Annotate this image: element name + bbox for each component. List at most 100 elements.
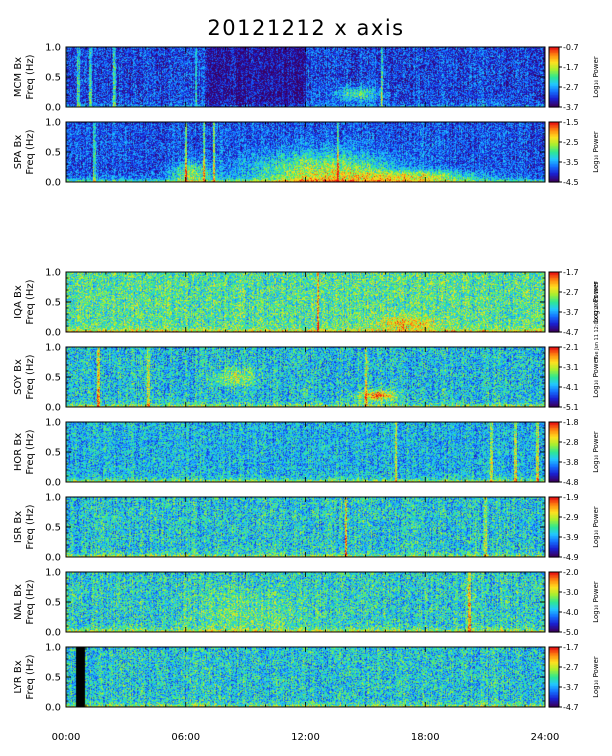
x-tick-label: 00:00	[52, 732, 81, 743]
colorbar-cell	[549, 470, 559, 473]
colorbar-cell	[549, 93, 559, 96]
colorbar-cell	[549, 327, 559, 330]
colorbar: -1.7 -2.7 -3.7 -4.7 Log₁₀ Power	[548, 643, 600, 712]
colorbar-frame	[548, 46, 560, 108]
colorbar-tick-label: -2.7	[563, 288, 579, 297]
colorbar-cell	[549, 506, 559, 509]
colorbar-cell	[549, 81, 559, 84]
colorbar-tick-label: -3.7	[563, 308, 579, 317]
colorbar-cell	[549, 593, 559, 596]
colorbar-cell	[549, 507, 559, 510]
y-tick-label: 1.0	[45, 118, 61, 129]
station-label: LYR Bx	[13, 660, 24, 693]
colorbar-cell	[549, 366, 559, 369]
colorbar-tick-label: -1.8	[563, 418, 579, 427]
colorbar-cell	[549, 513, 559, 516]
colorbar-cell	[549, 524, 559, 527]
colorbar-cell	[549, 294, 559, 297]
colorbar-cell	[549, 540, 559, 543]
colorbar-tick-label: -3.8	[563, 458, 579, 467]
colorbar-cell	[549, 431, 559, 434]
colorbar-cell	[549, 146, 559, 149]
colorbar-cell	[549, 308, 559, 311]
colorbar-frame	[548, 121, 560, 183]
colorbar-tick-label: -4.5	[563, 178, 579, 187]
colorbar-cell	[549, 150, 559, 153]
station-label: SPA Bx	[13, 135, 24, 170]
colorbar-label: Log₁₀ Power	[592, 56, 600, 98]
colorbar-cell	[549, 467, 559, 470]
colorbar-cell	[549, 686, 559, 689]
colorbar-cell	[549, 171, 559, 174]
colorbar-cell	[549, 437, 559, 440]
colorbar-cell	[549, 350, 559, 353]
colorbar-cell	[549, 681, 559, 684]
colorbar-cell	[549, 170, 559, 173]
colorbar-cell	[549, 438, 559, 441]
colorbar-cell	[549, 434, 559, 437]
colorbar-label: Log₁₀ Power	[592, 281, 600, 323]
colorbar-cell	[549, 48, 559, 51]
colorbar-cell	[549, 50, 559, 53]
colorbar-cell	[549, 600, 559, 603]
colorbar-cell	[549, 674, 559, 677]
colorbar-frame	[548, 646, 560, 708]
colorbar-cell	[549, 68, 559, 71]
colorbar-cell	[549, 126, 559, 129]
colorbar-cell	[549, 678, 559, 681]
colorbar-cell	[549, 660, 559, 663]
y-tick-label: 0.5	[45, 673, 61, 684]
colorbar-cell	[549, 608, 559, 611]
colorbar-cell	[549, 272, 559, 275]
spectrogram-image	[66, 572, 545, 632]
colorbar-cell	[549, 518, 559, 521]
colorbar-cell	[549, 468, 559, 471]
colorbar-cell	[549, 53, 559, 56]
colorbar-cell	[549, 317, 559, 320]
colorbar-tick-label: -2.7	[563, 83, 579, 92]
colorbar-cell	[549, 612, 559, 615]
spectrogram-image	[66, 647, 545, 707]
colorbar-cell	[549, 74, 559, 77]
colorbar-cell	[549, 60, 559, 63]
colorbar-cell	[549, 590, 559, 593]
colorbar-cell	[549, 396, 559, 399]
colorbar-cell	[549, 623, 559, 626]
colorbar-cell	[549, 648, 559, 651]
colorbar-cell	[549, 303, 559, 306]
colorbar-cell	[549, 384, 559, 387]
colorbar-cell	[549, 672, 559, 675]
colorbar-frame	[548, 346, 560, 408]
colorbar-cell	[549, 284, 559, 287]
colorbar-cell	[549, 315, 559, 318]
colorbar-cell	[549, 273, 559, 276]
y-axis-label: Freq (Hz)	[25, 354, 36, 399]
colorbar-cell	[549, 591, 559, 594]
spectrogram-image	[66, 422, 545, 482]
colorbar-cell	[549, 465, 559, 468]
colorbar-cell	[549, 323, 559, 326]
colorbar-cell	[549, 375, 559, 378]
colorbar: -0.7 -1.7 -2.7 -3.7 Log₁₀ Power	[548, 43, 600, 112]
colorbar-cell	[549, 647, 559, 650]
colorbar-cell	[549, 155, 559, 158]
colorbar-tick-label: -1.9	[563, 493, 579, 502]
colorbar-label: Log₁₀ Power	[592, 581, 600, 623]
colorbar-cell	[549, 69, 559, 72]
colorbar-cell	[549, 665, 559, 668]
colorbar-cell	[549, 663, 559, 666]
colorbar-cell	[549, 606, 559, 609]
colorbar-cell	[549, 576, 559, 579]
panel-nal-bx: 0.0 0.5 1.0 NAL Bx Freq (Hz) -2.0 -3.0 -4.0 -5.0…	[13, 568, 600, 639]
colorbar-cell	[549, 675, 559, 678]
colorbar-cell	[549, 123, 559, 126]
y-tick-label: 0.5	[45, 373, 61, 384]
colorbar-cell	[549, 695, 559, 698]
colorbar-cell	[549, 446, 559, 449]
colorbar-cell	[549, 357, 559, 360]
colorbar-frame	[548, 496, 560, 558]
colorbar-cell	[549, 693, 559, 696]
colorbar-cell	[549, 450, 559, 453]
colorbar-cell	[549, 449, 559, 452]
colorbar-tick-label: -4.8	[563, 478, 579, 487]
